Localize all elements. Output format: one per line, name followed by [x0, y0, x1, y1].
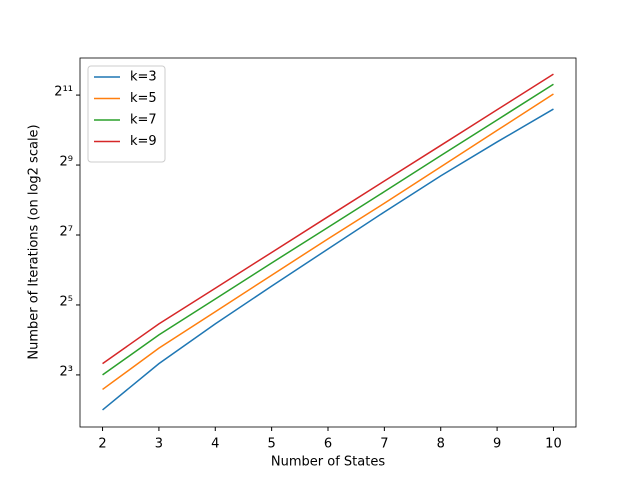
x-tick-label: 7	[380, 437, 388, 452]
axes-frame	[79, 57, 577, 428]
y-tick-label: 2⁵	[60, 294, 73, 309]
y-tick-label: 2⁷	[60, 224, 73, 239]
series-line	[102, 73, 554, 365]
legend-box	[87, 65, 166, 163]
series-line	[102, 93, 554, 391]
series-line	[102, 108, 554, 411]
legend-label: k=7	[130, 113, 157, 128]
y-tick-label: 2⁹	[60, 155, 73, 170]
x-tick-label: 10	[545, 437, 562, 452]
x-tick-label: 5	[267, 437, 275, 452]
legend-label: k=3	[130, 70, 157, 85]
x-axis-label: Number of States	[271, 455, 385, 470]
x-tick-label: 9	[493, 437, 501, 452]
legend-label: k=9	[130, 134, 157, 149]
y-axis-label: Number of Iterations (on log2 scale)	[27, 124, 42, 359]
x-tick-label: 3	[155, 437, 163, 452]
y-tick-label: 2³	[60, 364, 73, 379]
y-tick-label: 2¹¹	[54, 85, 73, 100]
x-tick-label: 8	[437, 437, 445, 452]
x-tick-label: 2	[98, 437, 106, 452]
legend-label: k=5	[130, 91, 157, 106]
x-tick-label: 6	[324, 437, 332, 452]
x-tick-label: 4	[211, 437, 219, 452]
series-line	[102, 83, 554, 376]
